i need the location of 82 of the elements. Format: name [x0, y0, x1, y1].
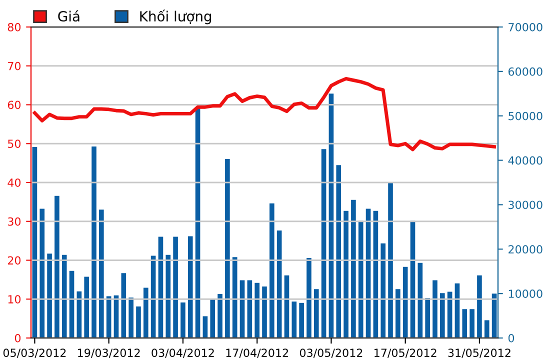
y-tick-label: 80 [8, 22, 21, 32]
bar [388, 182, 393, 338]
bar [188, 236, 193, 338]
bar [158, 236, 164, 338]
y2-tick-label: 60000 [508, 67, 542, 76]
bar [247, 280, 252, 338]
x-tick-label: 17/05/2012 [374, 348, 436, 358]
x-tick-label: 03/04/2012 [152, 348, 214, 358]
x-tick-label: 05/03/2012 [3, 348, 66, 358]
bar [62, 254, 67, 338]
bar [418, 262, 423, 338]
bar [440, 293, 445, 338]
y2-tick-label: 10000 [508, 290, 542, 298]
bar [402, 266, 408, 338]
y-tick-label: 70 [8, 62, 21, 70]
bar [240, 280, 245, 338]
bar [99, 210, 104, 338]
bar [54, 196, 60, 338]
y-tick-label: 60 [8, 100, 21, 110]
bar [47, 254, 52, 338]
x-tick-label: 17/04/2012 [226, 348, 288, 358]
y2-tick-label: 0 [508, 334, 514, 342]
bar [484, 320, 490, 338]
legend-label: Khối lượng [140, 10, 212, 24]
bar [470, 309, 474, 338]
bar [454, 283, 460, 338]
bar [180, 302, 186, 338]
bar [32, 146, 38, 338]
bar [40, 208, 45, 338]
y2-tick-label: 70000 [508, 22, 542, 32]
bar [314, 289, 319, 338]
bar [477, 275, 482, 338]
bar [225, 158, 230, 338]
bar [432, 280, 438, 338]
bar [276, 230, 282, 338]
bar [143, 288, 148, 338]
bar [284, 275, 290, 338]
bar [218, 294, 222, 338]
bar [344, 210, 348, 338]
bar [254, 282, 260, 338]
bar [306, 258, 312, 338]
y-tick-label: 20 [8, 256, 21, 265]
bar [84, 276, 90, 338]
y-tick-label: 10 [8, 295, 21, 304]
bar [166, 254, 171, 338]
bar [69, 270, 74, 338]
legend-label: Giá [58, 10, 80, 22]
bar [262, 286, 267, 338]
bar [462, 309, 468, 338]
bar [299, 302, 304, 338]
bar [292, 302, 297, 338]
x-tick-label: 31/05/2012 [448, 348, 510, 358]
bar [121, 273, 126, 338]
y-tick-label: 50 [8, 140, 21, 148]
y2-tick-label: 30000 [508, 200, 542, 210]
bar [336, 165, 342, 338]
bar [410, 220, 416, 338]
bar [396, 289, 400, 338]
bar [425, 298, 430, 338]
y2-tick-label: 50000 [508, 112, 542, 120]
x-tick-label: 19/03/2012 [78, 348, 140, 358]
y2-tick-label: 40000 [508, 156, 542, 165]
bar [270, 203, 274, 338]
bar [380, 243, 386, 338]
bar [92, 146, 96, 338]
bar [136, 306, 141, 338]
bar [128, 298, 134, 338]
bar [232, 257, 238, 338]
y-tick-label: 40 [8, 178, 21, 187]
bar [210, 298, 216, 338]
bar [202, 316, 208, 338]
x-tick-label: 03/05/2012 [300, 348, 362, 358]
y2-tick-label: 20000 [508, 245, 542, 254]
bar [358, 220, 364, 338]
y-tick-label: 30 [8, 217, 21, 226]
bar [173, 236, 178, 338]
y-tick-label: 0 [14, 334, 21, 342]
bar [366, 208, 371, 338]
bar [328, 94, 334, 338]
bar [373, 210, 378, 338]
bar [321, 149, 326, 338]
bar [351, 200, 356, 338]
